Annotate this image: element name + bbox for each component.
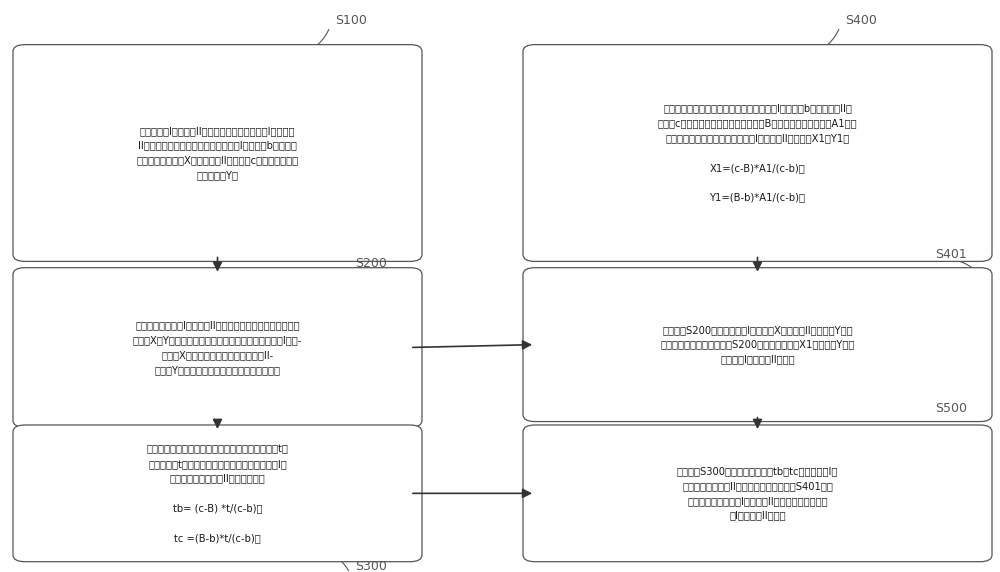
FancyBboxPatch shape <box>523 268 992 422</box>
Text: 根据步骤S200得出的比例阀I的贡献值X和比例阀II的贡献值Y，从
呼吸机控制装置内调取步骤S200中对应的贡献值X1和贡献值Y对应
的比例阀I和比例阀II的开: 根据步骤S200得出的比例阀I的贡献值X和比例阀II的贡献值Y，从 呼吸机控制装… <box>660 325 855 364</box>
FancyBboxPatch shape <box>523 425 992 562</box>
Text: S200: S200 <box>355 257 387 269</box>
Text: 按照步骤S300计算出的打开时间tb和tc控制比例阀I的
打开时间和比例阀II的打开时间，按照步骤S401计算
出的开度控制比例阀I和比例阀II的开度分别控制比: 按照步骤S300计算出的打开时间tb和tc控制比例阀I的 打开时间和比例阀II的… <box>677 466 838 521</box>
FancyBboxPatch shape <box>13 425 422 562</box>
FancyBboxPatch shape <box>13 268 422 427</box>
Text: 获取比例阀I和比例阀II在单位时间内测量比例阀I和比例阀
II在若干个不同开度的情况下输入气源I的氧浓度b对潮气量
的单位时间贡献值X，输入气源II的氧浓度c对: 获取比例阀I和比例阀II在单位时间内测量比例阀I和比例阀 II在若干个不同开度的… <box>136 126 299 180</box>
Text: S401: S401 <box>935 248 967 261</box>
Text: S500: S500 <box>935 403 967 415</box>
Text: 呼吸机工作时，通过呼吸机当时的输入气源I的氧浓度b、输入气源II的
氧浓度c、呼吸机输出气体的设定氧浓度B以及设定的输出潮气量A1，按
照下列公式计算出呼吸机的: 呼吸机工作时，通过呼吸机当时的输入气源I的氧浓度b、输入气源II的 氧浓度c、呼… <box>658 104 857 202</box>
FancyBboxPatch shape <box>523 45 992 261</box>
Text: S300: S300 <box>355 560 387 572</box>
FancyBboxPatch shape <box>13 45 422 261</box>
Text: 直接设定或根据呼吸频率和吸呼比计算出吸气时间t，
将吸气时间t带入到下列计算公式，计算出比例阀I的
打开时间，和比例阀II的打开时间：

tb= (c-B) *: 直接设定或根据呼吸频率和吸呼比计算出吸气时间t， 将吸气时间t带入到下列计算公式… <box>147 444 288 543</box>
Text: S400: S400 <box>845 14 877 26</box>
Text: 根据得出的比例阀I和比例阀II在单位时间不同开度下的一系列
贡献值X和Y，在平面坐标系内绘制出单位时间内比例阀I开度-
贡献值X曲线，以及单位时间内比例阀II-: 根据得出的比例阀I和比例阀II在单位时间不同开度下的一系列 贡献值X和Y，在平面… <box>133 320 302 375</box>
Text: S100: S100 <box>335 14 367 26</box>
